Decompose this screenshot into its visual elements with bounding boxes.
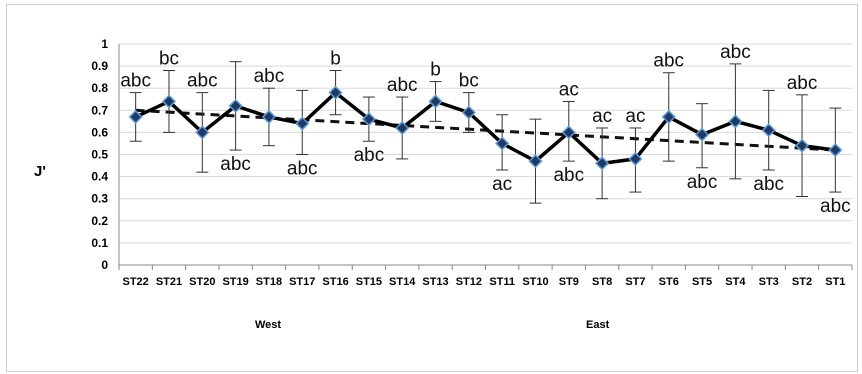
x-tick-label: ST19 <box>222 276 248 288</box>
x-tick-label: ST13 <box>422 276 448 288</box>
annotation-below: abc <box>354 145 385 166</box>
annotation-above: abc <box>120 71 151 92</box>
annotation-below: abc <box>753 174 784 195</box>
data-point <box>428 94 443 109</box>
annotation-below: abc <box>220 154 251 175</box>
x-tick-label: ST10 <box>522 276 548 288</box>
x-tick-label: ST9 <box>559 276 579 288</box>
data-point <box>595 156 610 171</box>
x-tick-label: ST6 <box>659 276 679 288</box>
data-point <box>328 85 343 100</box>
data-point <box>261 109 276 124</box>
data-point <box>495 136 510 151</box>
x-tick-label: ST21 <box>156 276 182 288</box>
group-label-west: West <box>255 319 281 331</box>
data-point <box>128 109 143 124</box>
y-tick-label: 0.2 <box>91 214 108 228</box>
y-tick-label: 0 <box>101 258 108 272</box>
annotation-above: ac <box>559 79 579 100</box>
data-point <box>828 143 843 158</box>
data-point <box>161 94 177 109</box>
annotation-above: b <box>430 60 441 81</box>
annotation-above: ac <box>592 106 612 127</box>
data-point <box>628 151 643 166</box>
y-axis-label: J' <box>34 163 46 180</box>
data-point <box>794 138 810 153</box>
x-tick-label: ST14 <box>389 276 416 288</box>
data-point <box>528 154 543 169</box>
x-tick-label: ST12 <box>456 276 482 288</box>
annotation-below: ac <box>492 174 512 195</box>
annotation-below: abc <box>820 196 851 217</box>
annotation-above: abc <box>720 42 751 63</box>
annotation-below: abc <box>553 165 584 186</box>
y-tick-label: 1 <box>101 37 108 51</box>
y-tick-label: 0.6 <box>91 125 108 139</box>
annotation-above: bc <box>159 49 179 70</box>
annotation-above: b <box>330 49 341 70</box>
y-tick-label: 0.7 <box>91 103 108 117</box>
y-tick-label: 0.9 <box>91 59 108 73</box>
y-tick-label: 0.3 <box>91 192 108 206</box>
annotation-above: abc <box>187 71 218 92</box>
annotation-above: ac <box>625 106 645 127</box>
data-point <box>728 114 743 129</box>
series-line <box>134 90 836 166</box>
x-tick-label: ST17 <box>289 276 315 288</box>
data-point <box>395 120 410 136</box>
data-point <box>695 127 710 142</box>
x-tick-label: ST7 <box>625 276 645 288</box>
x-tick-label: ST15 <box>356 276 382 288</box>
data-point <box>195 125 210 140</box>
y-tick-label: 0.1 <box>91 236 108 250</box>
data-point <box>561 125 576 140</box>
x-tick-label: ST3 <box>759 276 779 288</box>
x-tick-label: ST18 <box>256 276 282 288</box>
x-tick-label: ST1 <box>825 276 845 288</box>
annotation-below: abc <box>287 159 318 180</box>
data-point <box>228 98 243 113</box>
annotation-above: abc <box>787 73 818 94</box>
annotation-above: abc <box>254 66 285 87</box>
x-tick-label: ST22 <box>123 276 149 288</box>
x-tick-label: ST8 <box>592 276 612 288</box>
data-point <box>661 109 676 124</box>
x-tick-label: ST16 <box>322 276 348 288</box>
data-point <box>761 123 776 138</box>
data-point <box>461 105 476 120</box>
data-point <box>295 116 310 131</box>
x-tick-label: ST5 <box>692 276 712 288</box>
x-tick-label: ST20 <box>189 276 215 288</box>
y-tick-label: 0.4 <box>91 170 108 184</box>
annotation-above: abc <box>653 51 684 72</box>
x-tick-label: ST2 <box>792 276 812 288</box>
annotation-below: abc <box>687 172 718 193</box>
data-point <box>361 112 376 127</box>
y-tick-label: 0.5 <box>91 148 108 162</box>
x-tick-label: ST4 <box>725 276 746 288</box>
chart-frame <box>6 4 858 372</box>
group-label-east: East <box>586 319 610 331</box>
annotation-above: bc <box>459 71 479 92</box>
x-tick-label: ST11 <box>489 276 515 288</box>
annotation-above: abc <box>387 75 418 96</box>
y-tick-label: 0.8 <box>91 81 108 95</box>
